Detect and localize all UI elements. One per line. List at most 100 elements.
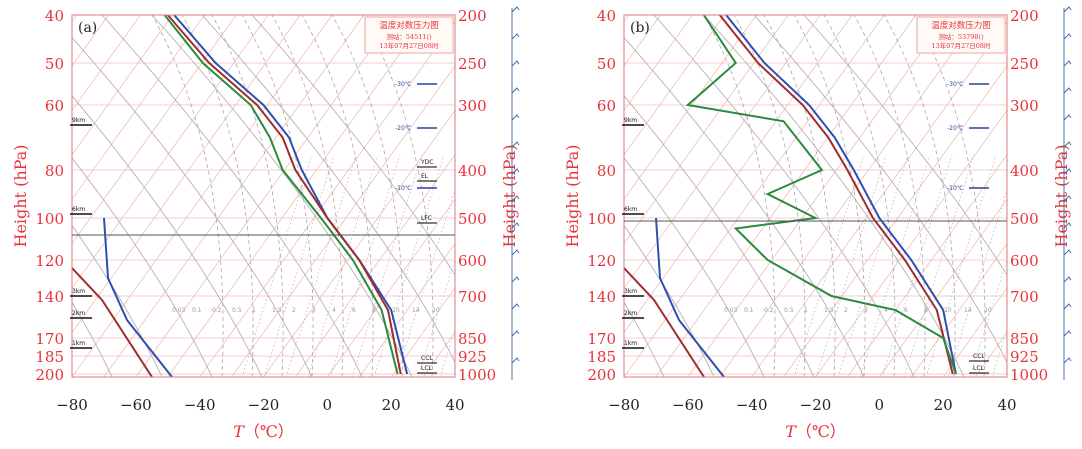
y-axis-label-right: Height (hPa) [500,145,519,248]
moist-adiabat [823,15,896,377]
y-tick-label-left: 200 [35,366,64,384]
isotherm-line [72,15,301,334]
mixing-ratio-label: 2 [292,307,296,314]
wind-barb [511,330,520,337]
y-tick-label-left: 170 [35,330,64,348]
time-label: 13年07月27日08时 [931,41,991,50]
moist-adiabat [151,15,224,377]
mixing-ratio-label: 0.2 [764,307,774,314]
dry-adiabat [72,95,263,377]
mixing-ratio-label: 6 [904,307,908,314]
profile-series-3 [163,15,399,375]
x-tick-label: 40 [445,396,464,414]
wind-barb [1063,357,1072,364]
x-axis-label: T（℃） [233,422,294,441]
isotherm-marker-label: -30℃ [395,81,412,88]
isotherm-marker-label: -20℃ [947,125,964,132]
x-tick-label: −20 [248,396,280,414]
wind-barb [1063,303,1072,310]
wind-barb [1063,195,1072,202]
dry-adiabat [624,301,665,377]
mixing-ratio-label: 8 [372,307,376,314]
level-marker-label: LCL [421,365,433,372]
mixing-ratio-label: 1.5 [272,307,282,314]
y-tick-label-left: 100 [587,210,616,228]
y-tick-label-right: 300 [1010,97,1039,115]
chart-title: 温度对数压力图 [931,20,991,31]
isotherm-line [72,15,333,377]
x-axis-label-unit: （℃） [244,422,294,441]
dry-adiabat [151,15,413,377]
dry-adiabat [72,224,163,377]
x-axis-label-symbol: T [233,422,245,441]
y-tick-label-right: 1000 [458,366,496,384]
profile-series-2 [718,15,954,375]
isotherm-line [103,15,365,377]
mixing-ratio-label: 20 [984,307,992,314]
x-tick-label: −60 [120,396,152,414]
surface-temp-profile [103,217,173,377]
wind-barb [511,222,520,229]
wind-barb [511,357,520,364]
moist-adiabat [733,15,806,377]
station-label: 测站：53798() [938,32,984,41]
isotherm-line [879,198,1007,377]
y-tick-label-left: 120 [587,252,616,270]
isotherm-line [519,15,779,377]
height-marker-label: 3km [72,288,85,295]
mixing-ratio-label: 14 [964,307,972,314]
dry-adiabat [101,15,363,377]
isotherm-line [72,15,269,289]
mixing-ratio-line [793,154,865,377]
y-axis-label-left: Height (hPa) [11,145,30,248]
level-marker-label: CCL [973,353,985,360]
mixing-ratio-line [859,154,931,377]
isotherm-line [719,15,981,377]
isotherm-line [624,15,885,377]
mixing-ratio-line [373,154,445,377]
panel-label: (b) [630,20,650,36]
y-tick-label-right: 850 [458,330,487,348]
y-tick-label-left: 140 [587,288,616,306]
isotherm-line [624,15,661,67]
panel-label: (a) [78,20,97,36]
isotherm-line [390,287,455,377]
isotherm-line [199,20,455,377]
y-tick-label-right: 1000 [1010,366,1048,384]
wind-barb [1063,87,1072,94]
isotherm-line [624,15,789,245]
profile-series-2 [166,15,402,375]
level-marker-label: EL [421,173,429,180]
isotherm-marker-label: -10℃ [395,185,412,192]
isotherm-line [1071,15,1082,377]
moist-adiabat [241,15,314,377]
mixing-ratio-label: 10 [944,307,952,314]
isotherm-line [910,243,1007,377]
dry-adiabat [72,157,213,377]
wind-barb [511,114,520,121]
isotherm-line [815,109,1007,377]
y-axis-label-left: Height (hPa) [563,145,582,248]
isotherm-marker-label: -30℃ [947,81,964,88]
level-marker-label: LCL [973,365,985,372]
dry-adiabat [624,95,815,377]
mixing-ratio-label: 1 [804,307,808,314]
dry-adiabat [624,36,865,377]
y-axis-label-right: Height (hPa) [1052,145,1071,248]
mixing-ratio-line [263,154,335,377]
dry-adiabat [72,36,313,377]
x-tick-label: 20 [382,396,401,414]
isotherm-line [624,15,725,156]
y-tick-label-right: 200 [458,7,487,25]
plot-area: 0.03 0.1 0.2 0.5 1 1.5 2 3 4 6 8 10 14 20 [72,15,779,377]
mixing-ratio-label: 0.1 [744,307,754,314]
isotherm-line [655,15,917,377]
dry-adiabat [703,15,965,377]
isotherm-line [358,243,455,377]
mixing-ratio-label: 8 [924,307,928,314]
y-tick-label-right: 500 [1010,210,1039,228]
isotherm-line [72,15,141,112]
mixing-ratio-label: 0.5 [232,307,242,314]
y-tick-label-right: 200 [1010,7,1039,25]
moist-adiabat [211,15,284,377]
